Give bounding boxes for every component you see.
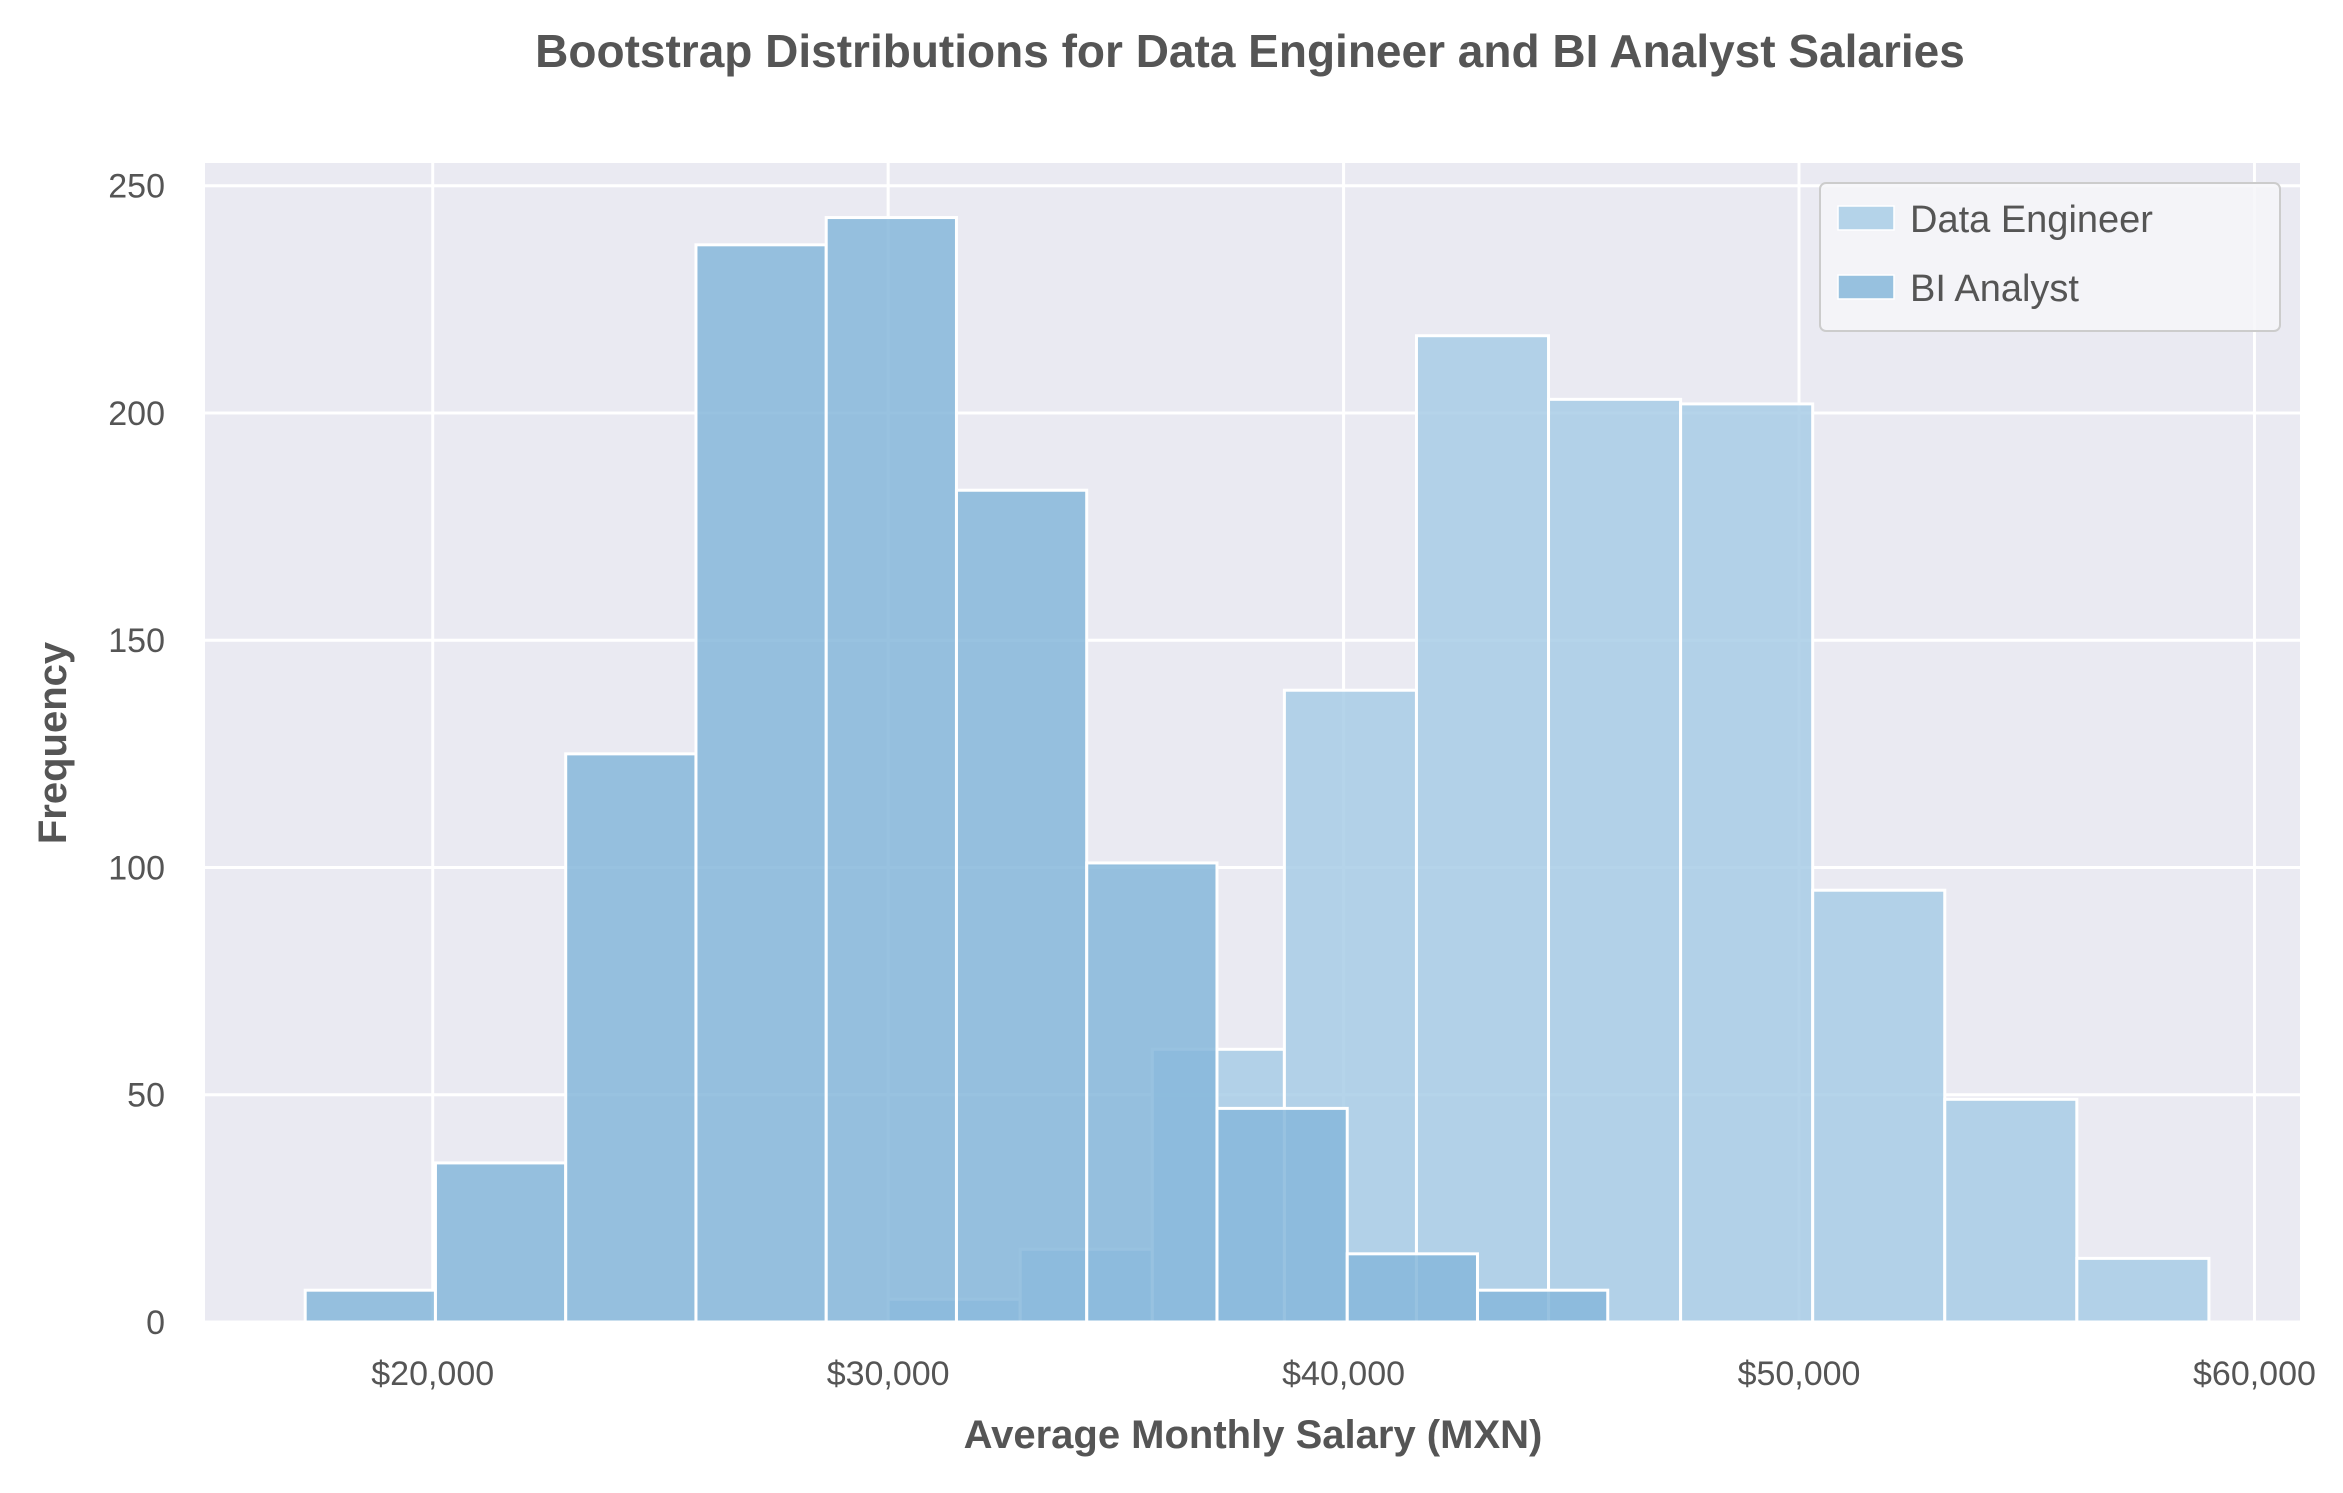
- legend-swatch-data-engineer: [1837, 205, 1895, 231]
- bar-bi-analyst: [564, 752, 698, 1324]
- series-bi-analyst: [303, 216, 1610, 1324]
- y-tick-label: 150: [108, 622, 165, 660]
- legend-label-bi-analyst: BI Analyst: [1910, 268, 2079, 310]
- bar-data-engineer: [1811, 888, 1947, 1324]
- y-tick-label: 0: [146, 1304, 165, 1342]
- legend-box: [1819, 182, 2281, 332]
- bar-data-engineer: [1679, 402, 1815, 1324]
- bar-bi-analyst: [1085, 861, 1219, 1324]
- bar-bi-analyst: [433, 1161, 568, 1324]
- bar-data-engineer: [1547, 397, 1683, 1324]
- y-tick-label: 200: [108, 395, 165, 433]
- bar-bi-analyst: [824, 216, 958, 1324]
- bar-data-engineer: [2075, 1256, 2211, 1324]
- bar-data-engineer: [1943, 1097, 2079, 1324]
- y-tick-label: 250: [108, 168, 165, 206]
- legend-label-data-engineer: Data Engineer: [1910, 199, 2153, 241]
- x-tick-label: $20,000: [371, 1355, 494, 1393]
- bar-bi-analyst: [1345, 1252, 1479, 1324]
- y-axis-label: Frequency: [31, 641, 75, 844]
- bar-bi-analyst: [303, 1288, 437, 1324]
- tick-labels: $20,000 $30,000 $40,000 $50,000 $60,000 0 50 10…: [108, 168, 2316, 1393]
- legend: Data Engineer BI Analyst: [1819, 182, 2281, 332]
- legend-swatch-bi-analyst: [1837, 274, 1895, 300]
- x-tick-label: $30,000: [827, 1355, 950, 1393]
- x-tick-label: $40,000: [1282, 1355, 1405, 1393]
- bars: [303, 216, 2211, 1324]
- x-tick-label: $60,000: [2193, 1355, 2316, 1393]
- x-axis-label: Average Monthly Salary (MXN): [964, 1413, 1543, 1457]
- bar-bi-analyst: [1215, 1106, 1349, 1324]
- bar-bi-analyst: [694, 243, 828, 1324]
- bar-bi-analyst: [1475, 1288, 1610, 1324]
- bar-bi-analyst: [954, 488, 1089, 1324]
- y-tick-label: 100: [108, 849, 165, 887]
- y-tick-label: 50: [127, 1077, 165, 1115]
- chart-title: Bootstrap Distributions for Data Enginee…: [535, 25, 1965, 77]
- x-tick-label: $50,000: [1738, 1355, 1861, 1393]
- bar-data-engineer: [1414, 334, 1551, 1324]
